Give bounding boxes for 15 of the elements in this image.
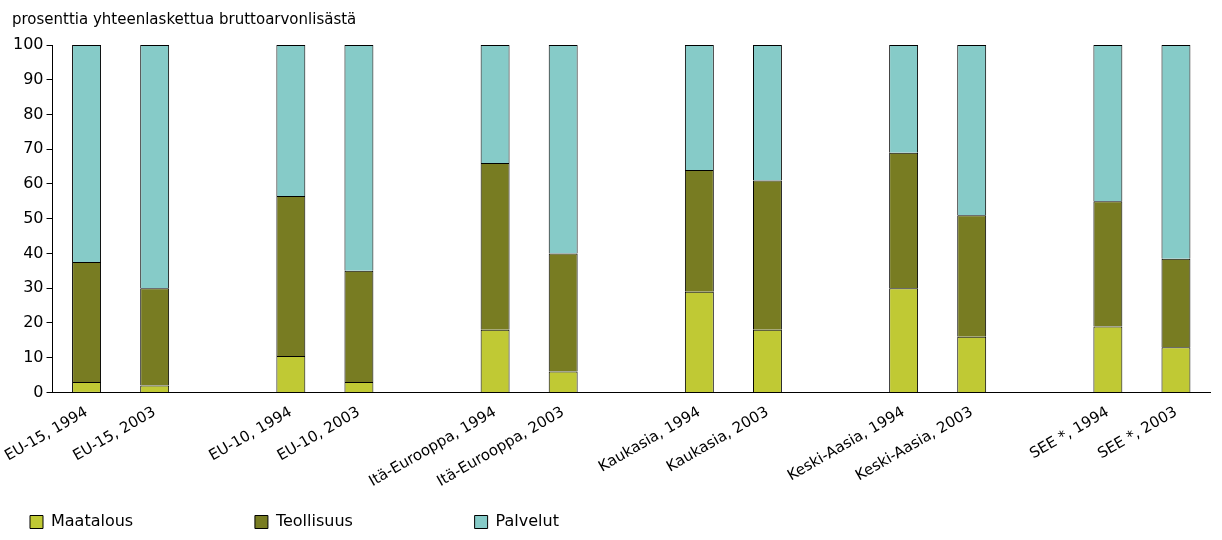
legend-label: Maatalous xyxy=(51,511,235,531)
y-tick-label: 70 xyxy=(23,138,44,158)
y-tick-label: 40 xyxy=(23,242,44,262)
y-axis-title: prosenttia yhteenlaskettua bruttoarvonlisästä xyxy=(12,10,357,28)
legend-label: Teollisuus xyxy=(274,511,455,531)
legend-label: Palvelut xyxy=(495,511,661,531)
y-tick-label: 30 xyxy=(23,277,44,297)
y-tick-label: 10 xyxy=(23,346,44,366)
y-tick-label: 50 xyxy=(23,207,44,227)
y-tick-label: 80 xyxy=(23,103,44,123)
y-tick-label: 60 xyxy=(23,173,44,193)
y-tick-label: 100 xyxy=(12,34,44,54)
y-tick-label: 90 xyxy=(23,68,44,88)
y-tick-label: 0 xyxy=(33,381,44,401)
y-tick-label: 20 xyxy=(23,312,44,332)
